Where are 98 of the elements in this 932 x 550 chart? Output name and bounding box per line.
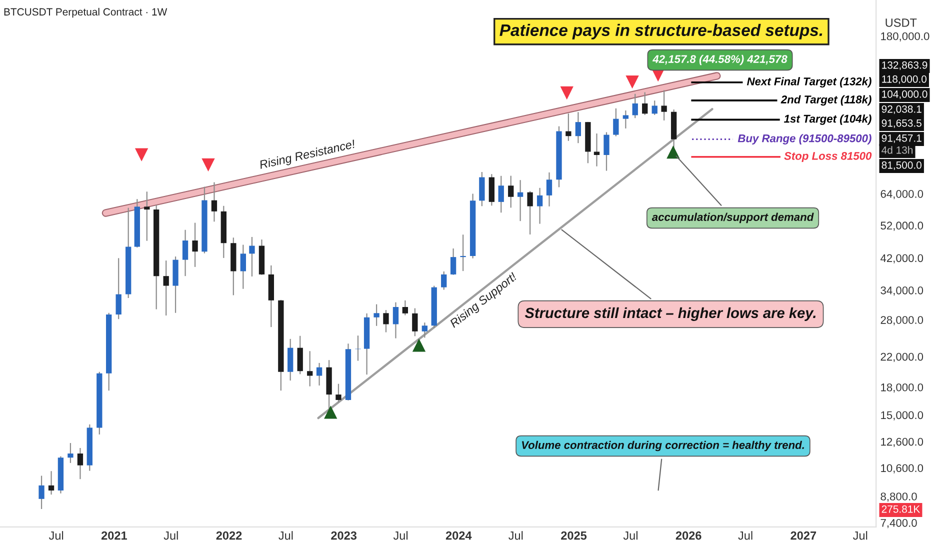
candlestick	[536, 187, 543, 224]
candlestick	[38, 475, 44, 510]
x-tick-label: 2022	[216, 531, 242, 540]
x-tick-label: 2026	[676, 531, 702, 540]
candlestick	[661, 90, 667, 121]
x-tick-label: 2023	[331, 531, 357, 540]
annotation: Structure still intact – higher lows are key.	[524, 307, 816, 321]
text: 4d 13h	[882, 146, 913, 154]
candlestick	[48, 470, 54, 496]
y-tick-label: 52,000.0	[880, 222, 924, 231]
x-tick-label: Jul	[278, 531, 293, 540]
point	[626, 75, 639, 89]
text: 275.81K	[882, 505, 920, 513]
candlestick	[642, 92, 648, 116]
candlestick	[68, 442, 74, 464]
text: 104,000.0	[882, 90, 928, 100]
candlestick	[77, 447, 84, 480]
point	[324, 406, 338, 419]
candlestick	[211, 182, 218, 222]
candlestick	[307, 350, 313, 387]
candlestick	[508, 175, 514, 208]
y-tick-label: 8,800.0	[880, 492, 917, 502]
y-tick-label: 28,000.0	[880, 316, 924, 326]
candlestick	[575, 112, 582, 144]
candlestick	[622, 110, 629, 130]
y-axis-title: USDT	[886, 18, 917, 27]
candlestick	[182, 229, 188, 277]
y-tick-label: 180,000.0	[881, 32, 930, 42]
point	[202, 158, 215, 172]
candlestick	[336, 383, 342, 403]
x-tick-label: 2025	[561, 531, 587, 540]
candlestick	[594, 132, 600, 167]
text: 132,863.9	[882, 61, 928, 70]
y-tick-label: 22,000.0	[880, 352, 924, 362]
candlestick	[460, 234, 466, 272]
ref-line-label: Next Final Target (132k)	[746, 77, 872, 88]
candlestick	[192, 222, 198, 268]
text: BTCUSDT Perpetual Contract · 1W	[4, 8, 168, 18]
x-tick-label: 2021	[101, 531, 127, 540]
candlestick	[402, 300, 408, 316]
y-tick-label: 42,000.0	[880, 254, 924, 264]
x-tick-label: Jul	[164, 531, 178, 540]
candlestick	[527, 190, 533, 236]
text: 92,038.1	[882, 105, 922, 114]
x-tick-label: Jul	[48, 531, 64, 540]
text: 91,457.1	[882, 134, 922, 144]
point	[666, 146, 680, 159]
candlestick	[422, 322, 428, 338]
candlestick	[517, 180, 524, 222]
ref-line-label: Buy Range (91500-89500)	[738, 134, 872, 144]
candlestick	[144, 191, 150, 242]
point	[560, 86, 574, 100]
y-tick-label: 18,000.0	[881, 383, 924, 393]
candlestick	[374, 304, 380, 326]
candlestick	[632, 93, 638, 119]
y-tick-label: 10,600.0	[881, 464, 924, 474]
candlestick	[604, 132, 610, 172]
candlestick	[163, 260, 169, 316]
ref-line-label: 1st Target (104k)	[784, 114, 872, 125]
annotation: Volume contraction during correction = healthy trend.	[522, 440, 804, 452]
candlestick	[297, 335, 303, 375]
candlestick	[479, 171, 485, 207]
text: 118,000.0	[882, 75, 926, 84]
candlestick	[613, 108, 619, 137]
candlestick	[450, 248, 456, 276]
x-tick-label: Jul	[852, 531, 868, 540]
candlestick	[249, 236, 255, 278]
candlestick	[652, 100, 658, 116]
y-tick-label: 15,000.0	[881, 411, 924, 420]
x-tick-label: 2024	[446, 531, 472, 540]
y-tick-label: 34,000.0	[880, 286, 924, 296]
candlestick	[383, 309, 389, 333]
annotation: accumulation/support demand	[652, 212, 814, 224]
candlestick	[240, 244, 246, 290]
x-tick-label: Jul	[623, 531, 638, 540]
candlestick	[566, 112, 572, 142]
candlestick	[498, 175, 504, 214]
candlestick	[316, 362, 322, 386]
x-tick-label: Jul	[508, 531, 523, 540]
annotation: 42,157.8 (44.58%) 421,578	[652, 54, 788, 66]
candlestick	[441, 270, 447, 290]
y-tick-label: 12,600.0	[881, 438, 924, 448]
text: 81,500.0	[882, 161, 922, 170]
text: 91,653.5	[882, 119, 922, 128]
x-tick-label: Jul	[738, 531, 752, 540]
x-tick-label: 2027	[790, 531, 816, 540]
y-tick-label: 7,400.0	[880, 518, 917, 528]
text: Patience pays in structure-based setups.	[500, 24, 822, 40]
x-tick-label: Jul	[393, 531, 408, 540]
ref-line-label: 2nd Target (118k)	[780, 95, 872, 106]
ref-line-label: Stop Loss 81500	[784, 152, 872, 162]
point	[134, 148, 148, 162]
candlestick	[412, 308, 418, 337]
candlestick	[392, 302, 399, 339]
point	[412, 338, 426, 352]
candlestick	[116, 258, 122, 320]
candlestick	[546, 172, 552, 207]
y-tick-label: 64,000.0	[880, 190, 924, 200]
